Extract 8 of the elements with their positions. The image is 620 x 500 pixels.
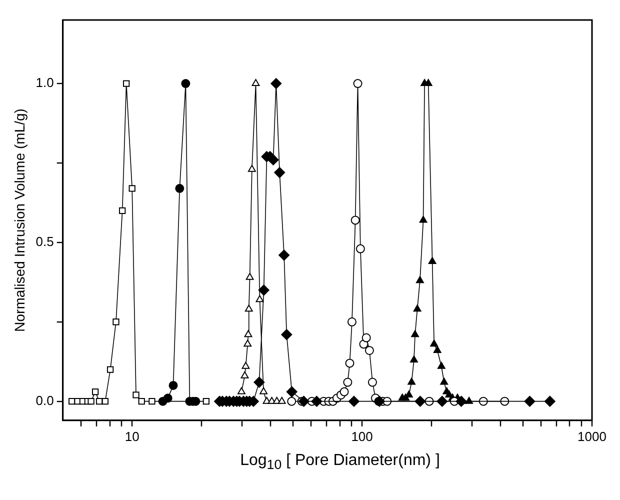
x-tick-label: 10 (124, 428, 140, 444)
x-axis-title: Log$_{10}$ [ Pore Diameter(nm) ] (239, 452, 441, 472)
x-tick-label: 1000 (578, 428, 606, 444)
y-tick-label: 0.5 (36, 234, 54, 250)
y-tick-label: 1.0 (36, 75, 54, 90)
x-tick-label: 100 (351, 428, 373, 444)
y-tick-label: 0.0 (36, 392, 54, 408)
y-axis-title: Normalised Intrusion Volume (mL/g) (11, 108, 28, 332)
